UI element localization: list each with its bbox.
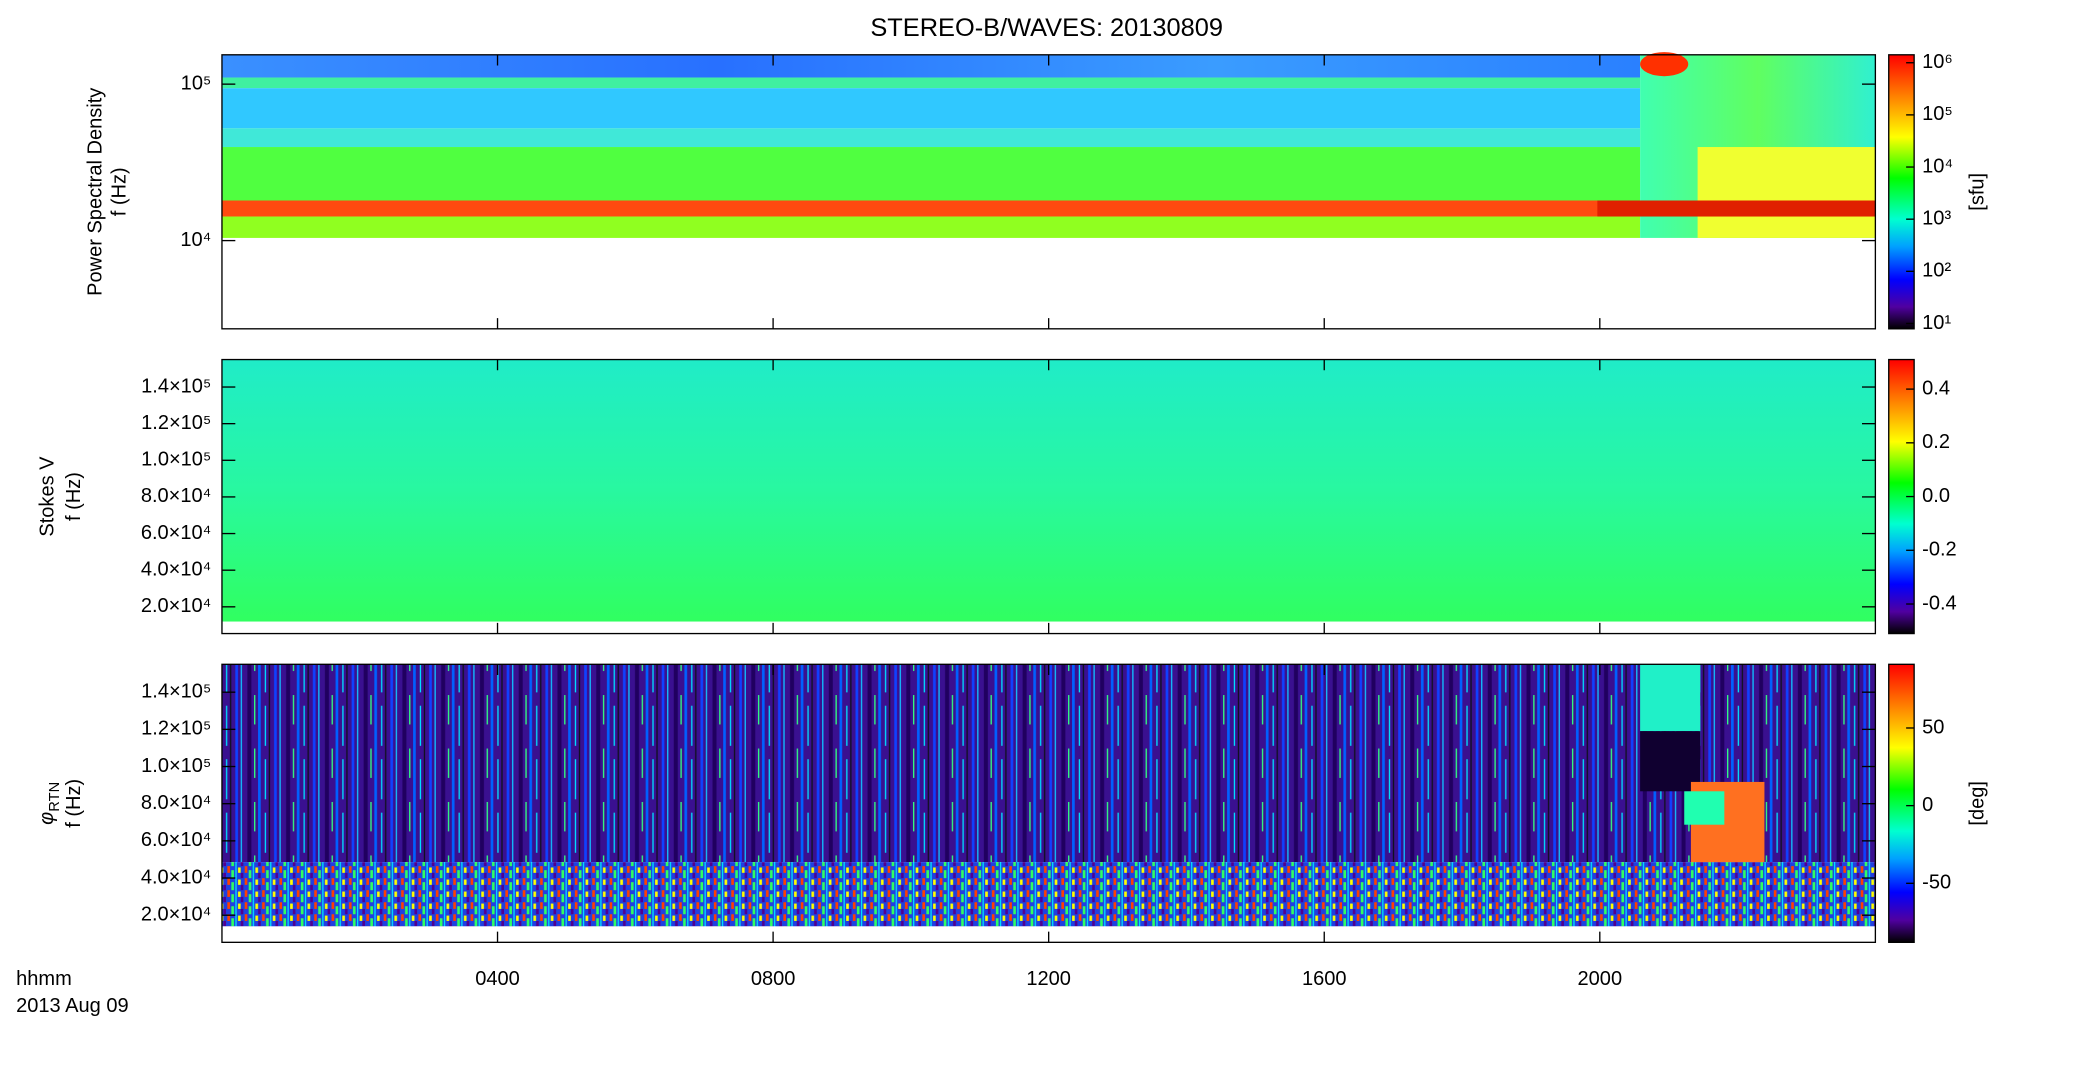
colorbar-tick-label: 0.4 [1922, 377, 1950, 399]
colorbar-tick-label: 10⁴ [1922, 155, 1953, 177]
colorbar-tick-label: 10² [1922, 260, 1951, 282]
colorbar [1888, 663, 1915, 943]
x-tick-label: 2000 [1578, 968, 1623, 990]
x-tick-label: 1200 [1026, 968, 1071, 990]
y-label: Stokes V [36, 456, 58, 537]
colorbar-tick-label: 0.2 [1922, 431, 1950, 453]
colorbar-tick-label: -0.2 [1922, 539, 1957, 561]
y-label: f (Hz) [63, 472, 85, 521]
y-tick-label: 8.0×10⁴ [141, 792, 211, 814]
y-tick-label: 8.0×10⁴ [141, 485, 211, 507]
y-label: φRTN [36, 782, 62, 825]
x-tick-label: 1600 [1302, 968, 1347, 990]
y-tick-label: 2.0×10⁴ [141, 595, 211, 617]
y-tick-label: 1.0×10⁵ [141, 449, 211, 471]
y-label-symbol: φ [36, 812, 58, 825]
y-tick-label: 1.4×10⁵ [141, 375, 211, 397]
colorbar-tick-label: 10⁶ [1922, 51, 1953, 73]
colorbar-tick-label: -50 [1922, 872, 1951, 894]
colorbar-tick-label: 0 [1922, 794, 1933, 816]
y-tick-label: 1.2×10⁵ [141, 412, 211, 434]
y-tick-label: 1.2×10⁵ [141, 718, 211, 740]
spectrogram-image [221, 52, 1876, 927]
colorbar-tick-label: 50 [1922, 716, 1944, 738]
y-label-sub: RTN [47, 782, 63, 812]
y-tick-label: 1.0×10⁵ [141, 755, 211, 777]
colorbar-label: [deg] [1967, 781, 1989, 826]
x-tick-label: 0400 [475, 968, 520, 990]
colorbar-tick-label: 10³ [1922, 207, 1951, 229]
y-tick-label: 6.0×10⁴ [141, 522, 211, 544]
colorbar-tick-label: 10⁵ [1922, 103, 1953, 125]
y-tick-label: 10⁵ [181, 72, 212, 94]
colorbar [1888, 54, 1915, 330]
x-axis-label: hhmm [16, 968, 72, 990]
y-label: Power Spectral Density [85, 88, 107, 296]
title: STEREO-B/WAVES: 20130809 [870, 14, 1223, 42]
y-label: f (Hz) [63, 779, 85, 828]
y-tick-label: 6.0×10⁴ [141, 829, 211, 851]
colorbar-tick-label: 0.0 [1922, 485, 1950, 507]
y-label: f (Hz) [109, 167, 131, 216]
y-tick-label: 4.0×10⁴ [141, 866, 211, 888]
colorbar-tick-label: 10¹ [1922, 312, 1951, 334]
y-tick-label: 10⁴ [180, 229, 211, 251]
x-tick-label: 0800 [751, 968, 796, 990]
y-tick-label: 1.4×10⁵ [141, 680, 211, 702]
colorbar-label: [sfu] [1967, 173, 1989, 211]
y-tick-label: 4.0×10⁴ [141, 558, 211, 580]
y-tick-label: 2.0×10⁴ [141, 903, 211, 925]
date-label: 2013 Aug 09 [16, 995, 129, 1017]
colorbar-tick-label: -0.4 [1922, 592, 1957, 614]
